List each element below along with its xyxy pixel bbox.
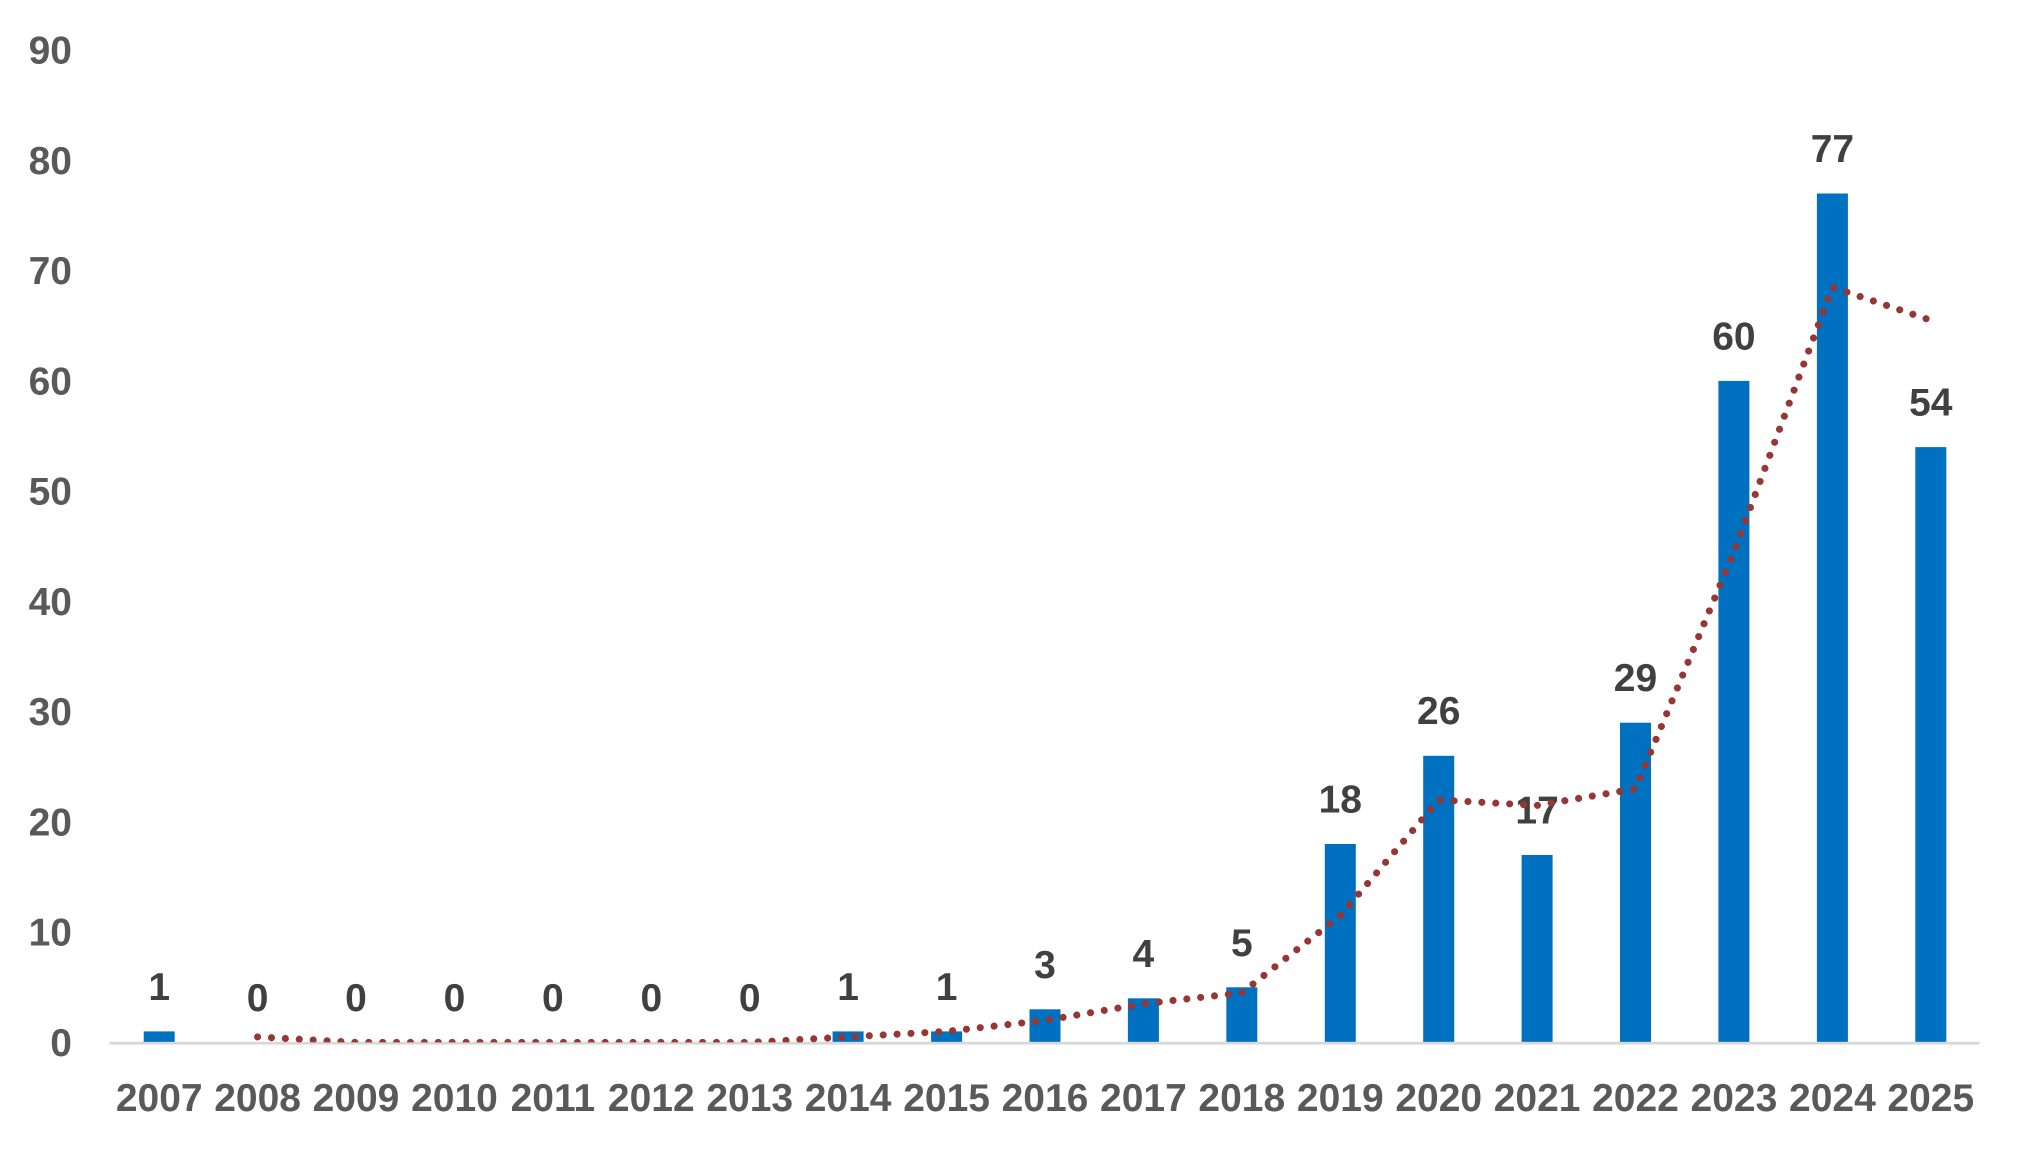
svg-text:30: 30 <box>29 691 72 734</box>
svg-text:29: 29 <box>1614 657 1657 700</box>
svg-text:80: 80 <box>29 140 72 183</box>
svg-text:1: 1 <box>837 966 859 1009</box>
svg-text:2022: 2022 <box>1592 1077 1679 1120</box>
svg-text:77: 77 <box>1811 128 1854 171</box>
svg-text:0: 0 <box>444 977 466 1020</box>
svg-text:1: 1 <box>936 966 958 1009</box>
svg-text:0: 0 <box>50 1022 72 1065</box>
svg-text:2013: 2013 <box>706 1077 793 1120</box>
svg-text:4: 4 <box>1133 933 1155 976</box>
svg-text:50: 50 <box>29 471 72 514</box>
svg-text:2023: 2023 <box>1691 1077 1778 1120</box>
svg-text:20: 20 <box>29 801 72 844</box>
svg-text:3: 3 <box>1034 944 1056 987</box>
svg-text:18: 18 <box>1319 779 1362 822</box>
svg-text:2017: 2017 <box>1100 1077 1187 1120</box>
svg-text:2025: 2025 <box>1887 1077 1974 1120</box>
svg-text:0: 0 <box>640 977 662 1020</box>
svg-text:2021: 2021 <box>1494 1077 1581 1120</box>
svg-text:0: 0 <box>247 977 269 1020</box>
svg-text:2010: 2010 <box>411 1077 498 1120</box>
svg-text:60: 60 <box>1712 315 1755 358</box>
svg-text:70: 70 <box>29 250 72 293</box>
svg-text:2018: 2018 <box>1198 1077 1285 1120</box>
svg-text:5: 5 <box>1231 922 1253 965</box>
svg-text:2008: 2008 <box>214 1077 301 1120</box>
svg-text:2007: 2007 <box>116 1077 203 1120</box>
svg-text:2012: 2012 <box>608 1077 695 1120</box>
svg-text:40: 40 <box>29 581 72 624</box>
svg-text:0: 0 <box>542 977 564 1020</box>
svg-text:2020: 2020 <box>1395 1077 1482 1120</box>
svg-text:1: 1 <box>148 966 170 1009</box>
svg-text:2015: 2015 <box>903 1077 990 1120</box>
svg-text:2024: 2024 <box>1789 1077 1876 1120</box>
svg-text:0: 0 <box>345 977 367 1020</box>
svg-text:60: 60 <box>29 360 72 403</box>
svg-text:2019: 2019 <box>1297 1077 1384 1120</box>
svg-text:10: 10 <box>29 912 72 955</box>
svg-text:90: 90 <box>29 30 72 73</box>
svg-text:2009: 2009 <box>313 1077 400 1120</box>
svg-text:17: 17 <box>1515 790 1558 833</box>
svg-text:2014: 2014 <box>805 1077 892 1120</box>
svg-text:26: 26 <box>1417 690 1460 733</box>
svg-text:2011: 2011 <box>511 1077 596 1120</box>
svg-text:2016: 2016 <box>1002 1077 1089 1120</box>
svg-text:54: 54 <box>1909 382 1953 425</box>
svg-text:0: 0 <box>739 977 761 1020</box>
